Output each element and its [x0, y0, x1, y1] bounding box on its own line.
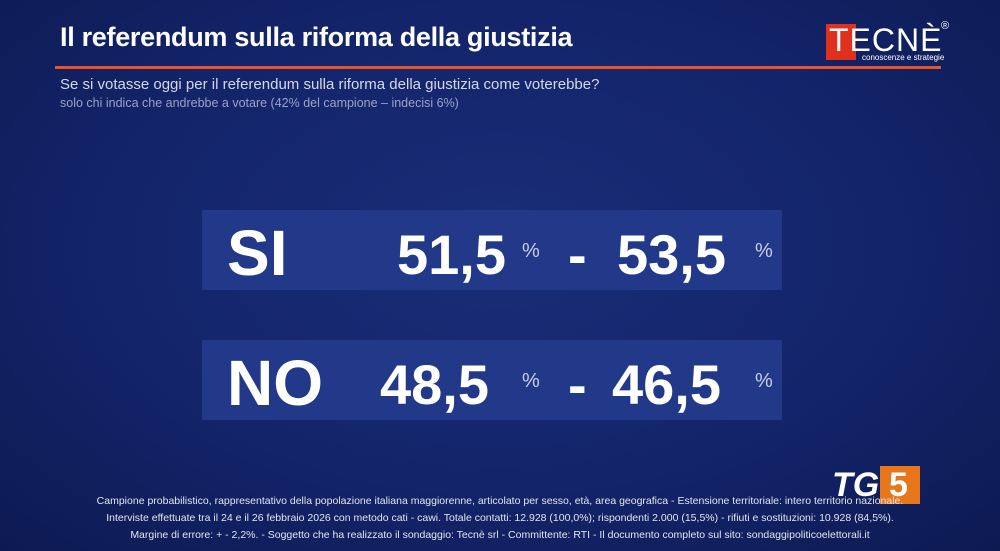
subtitle: Se si votasse oggi per il referendum sul…: [60, 76, 600, 93]
broadcaster-logo-box: 5: [880, 466, 920, 504]
unit: %: [755, 370, 773, 392]
title: Il referendum sulla riforma della giusti…: [60, 22, 573, 52]
logo-registered: ®: [941, 20, 950, 32]
high-value: 46,5: [612, 353, 721, 416]
option-label: SI: [227, 217, 288, 289]
range-dash: -: [568, 223, 587, 286]
footnote: Interviste effettuate tra il 24 e il 26 …: [106, 512, 894, 524]
broadcaster-logo: TG: [832, 466, 880, 504]
result-row: SI 51,5 % - 53,5 %: [202, 210, 782, 290]
unit: %: [522, 240, 540, 262]
low-value: 51,5: [397, 223, 506, 286]
logo-tagline: conoscenze e strategie: [862, 53, 945, 62]
high-value: 53,5: [617, 223, 726, 286]
low-value: 48,5: [380, 353, 489, 416]
logo-mark: [826, 24, 856, 60]
logo: TECNÈ: [829, 22, 943, 58]
unit: %: [522, 370, 540, 392]
broadcaster-number: 5: [889, 466, 908, 504]
unit: %: [755, 240, 773, 262]
result-row: NO 48,5 % - 46,5 %: [202, 340, 782, 420]
subtitle-note: solo chi indica che andrebbe a votare (4…: [60, 96, 459, 110]
option-label: NO: [227, 347, 323, 419]
footnote: Campione probabilistico, rappresentativo…: [96, 495, 904, 507]
footnote: Margine di errore: + - 2,2%. - Soggetto …: [130, 529, 870, 541]
range-dash: -: [568, 353, 587, 416]
title-rule: [55, 66, 941, 69]
